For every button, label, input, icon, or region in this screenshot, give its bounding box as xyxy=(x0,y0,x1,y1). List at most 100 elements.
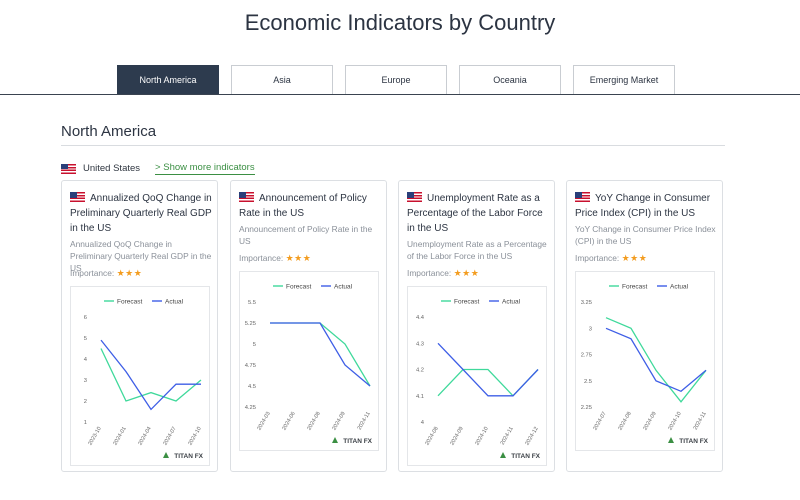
indicator-card-policy-rate[interactable]: Announcement of Policy Rate in the US An… xyxy=(230,180,387,472)
y-tick-label: 5.25 xyxy=(245,321,256,327)
logo-mark-icon xyxy=(668,437,674,443)
show-more-indicators-link[interactable]: > Show more indicators xyxy=(155,162,255,175)
card-title: Unemployment Rate as a Percentage of the… xyxy=(407,191,549,236)
card-importance: Importance: ★★★ xyxy=(239,253,311,264)
y-tick-label: 4.25 xyxy=(245,405,256,411)
y-tick-label: 4.1 xyxy=(416,394,424,400)
legend-label-actual: Actual xyxy=(165,299,184,306)
section-divider xyxy=(61,145,725,146)
y-tick-label: 5.5 xyxy=(248,300,256,306)
x-tick-label: 2024-10 xyxy=(187,426,202,446)
card-title: Announcement of Policy Rate in the US xyxy=(239,191,381,221)
y-tick-label: 2.75 xyxy=(581,353,592,359)
series-line-actual xyxy=(437,342,539,397)
x-tick-label: 2024-07 xyxy=(162,426,177,446)
x-tick-label: 2024-07 xyxy=(592,411,607,431)
x-tick-label: 2024-12 xyxy=(524,426,539,446)
x-tick-label: 2024-11 xyxy=(693,411,708,431)
tabs-divider xyxy=(0,94,800,95)
x-tick-label: 2024-08 xyxy=(617,411,632,431)
importance-label: Importance: xyxy=(575,253,620,263)
section-title: North America xyxy=(61,123,157,140)
country-row: United States > Show more indicators xyxy=(61,162,255,175)
brand-logo-text: TITAN FX xyxy=(511,453,540,460)
series-line-actual xyxy=(605,327,707,393)
y-tick-label: 4.75 xyxy=(245,363,256,369)
x-tick-label: 2024-03 xyxy=(256,411,271,431)
importance-label: Importance: xyxy=(239,253,284,263)
y-tick-label: 3.25 xyxy=(581,300,592,306)
series-line-forecast xyxy=(605,317,707,403)
y-tick-label: 4.2 xyxy=(416,368,424,374)
y-tick-label: 3 xyxy=(84,378,87,384)
x-tick-label: 2024-11 xyxy=(357,411,372,431)
x-tick-label: 2024-09 xyxy=(331,411,346,431)
importance-stars: ★★★ xyxy=(453,268,480,278)
card-title: YoY Change in Consumer Price Index (CPI)… xyxy=(575,191,717,221)
line-chart: Forecast Actual 4.25 4.5 4.75 5 5.25 5.5 2024-03… xyxy=(245,284,373,446)
titanfx-logo: TITAN FX xyxy=(163,452,204,460)
card-importance: Importance: ★★★ xyxy=(575,253,647,264)
card-subtitle: Unemployment Rate as a Percentage of the… xyxy=(407,239,547,261)
indicator-card-cpi[interactable]: YoY Change in Consumer Price Index (CPI)… xyxy=(566,180,723,472)
chart-unemployment: Forecast Actual 4 4.1 4.2 4.3 4.4 2024-08 2024-0… xyxy=(407,286,547,466)
country-name: United States xyxy=(83,163,141,174)
x-tick-label: 2024-10 xyxy=(474,426,489,446)
indicator-card-unemployment[interactable]: Unemployment Rate as a Percentage of the… xyxy=(398,180,555,472)
series-line-forecast xyxy=(437,368,539,397)
titanfx-logo: TITAN FX xyxy=(668,437,709,445)
x-tick-label: 2024-01 xyxy=(112,426,127,446)
legend-label-actual: Actual xyxy=(502,299,521,306)
brand-logo-text: TITAN FX xyxy=(174,453,203,460)
x-tick-label: 2024-06 xyxy=(281,411,296,431)
y-tick-label: 4.4 xyxy=(416,315,425,321)
titanfx-logo: TITAN FX xyxy=(332,437,373,445)
line-chart: Forecast Actual 2.25 2.5 2.75 3 3.25 2024-07 202… xyxy=(581,284,709,446)
card-title-text: Annualized QoQ Change in Preliminary Qua… xyxy=(70,193,212,234)
card-title-text: Unemployment Rate as a Percentage of the… xyxy=(407,193,543,234)
importance-stars: ★★★ xyxy=(116,268,143,278)
x-tick-label: 2024-08 xyxy=(424,426,439,446)
importance-stars: ★★★ xyxy=(621,253,648,263)
series-line-forecast xyxy=(100,348,202,402)
page-title: Economic Indicators by Country xyxy=(244,10,556,35)
card-subtitle: Announcement of Policy Rate in the US xyxy=(239,224,373,246)
card-title: Annualized QoQ Change in Preliminary Qua… xyxy=(70,191,212,236)
line-chart: Forecast Actual 4 4.1 4.2 4.3 4.4 2024-08 2024-0… xyxy=(416,299,541,461)
indicator-card-gdp[interactable]: Annualized QoQ Change in Preliminary Qua… xyxy=(61,180,218,472)
chart-gdp: Forecast Actual 1 2 3 4 5 6 2023-10 2024-01 2024-0… xyxy=(70,286,210,466)
legend-label-forecast: Forecast xyxy=(454,299,479,306)
y-tick-label: 2.25 xyxy=(581,405,592,411)
card-subtitle: YoY Change in Consumer Price Index (CPI)… xyxy=(575,224,716,246)
tab-oceania[interactable]: Oceania xyxy=(459,65,561,95)
series-line-actual xyxy=(100,339,201,411)
chart-policy-rate: Forecast Actual 4.25 4.5 4.75 5 5.25 5.5 2024-03… xyxy=(239,271,379,451)
x-tick-label: 2024-08 xyxy=(306,411,321,431)
y-tick-label: 6 xyxy=(84,315,87,321)
logo-mark-icon xyxy=(163,452,169,458)
logo-mark-icon xyxy=(332,437,338,443)
series-line-actual xyxy=(270,322,371,387)
tab-asia[interactable]: Asia xyxy=(231,65,333,95)
x-tick-label: 2023-10 xyxy=(87,426,102,446)
x-tick-label: 2024-10 xyxy=(667,411,682,431)
y-tick-label: 2.5 xyxy=(584,379,592,385)
y-tick-label: 5 xyxy=(253,342,256,348)
brand-logo-text: TITAN FX xyxy=(343,438,372,445)
us-flag-icon xyxy=(575,192,590,202)
card-title-text: Announcement of Policy Rate in the US xyxy=(239,193,367,219)
y-tick-label: 4.3 xyxy=(416,341,424,347)
us-flag-icon xyxy=(70,192,85,202)
importance-stars: ★★★ xyxy=(285,253,312,263)
titanfx-logo: TITAN FX xyxy=(500,452,541,460)
y-tick-label: 4 xyxy=(84,357,88,363)
tab-emerging-market[interactable]: Emerging Market xyxy=(573,65,675,95)
y-tick-label: 2 xyxy=(84,399,87,405)
x-tick-label: 2024-11 xyxy=(500,426,515,446)
legend-label-actual: Actual xyxy=(670,284,689,291)
card-importance: Importance: ★★★ xyxy=(407,268,479,279)
tab-europe[interactable]: Europe xyxy=(345,65,447,95)
legend-label-forecast: Forecast xyxy=(286,284,311,291)
us-flag-icon xyxy=(61,163,76,174)
tab-north-america[interactable]: North America xyxy=(117,65,219,95)
